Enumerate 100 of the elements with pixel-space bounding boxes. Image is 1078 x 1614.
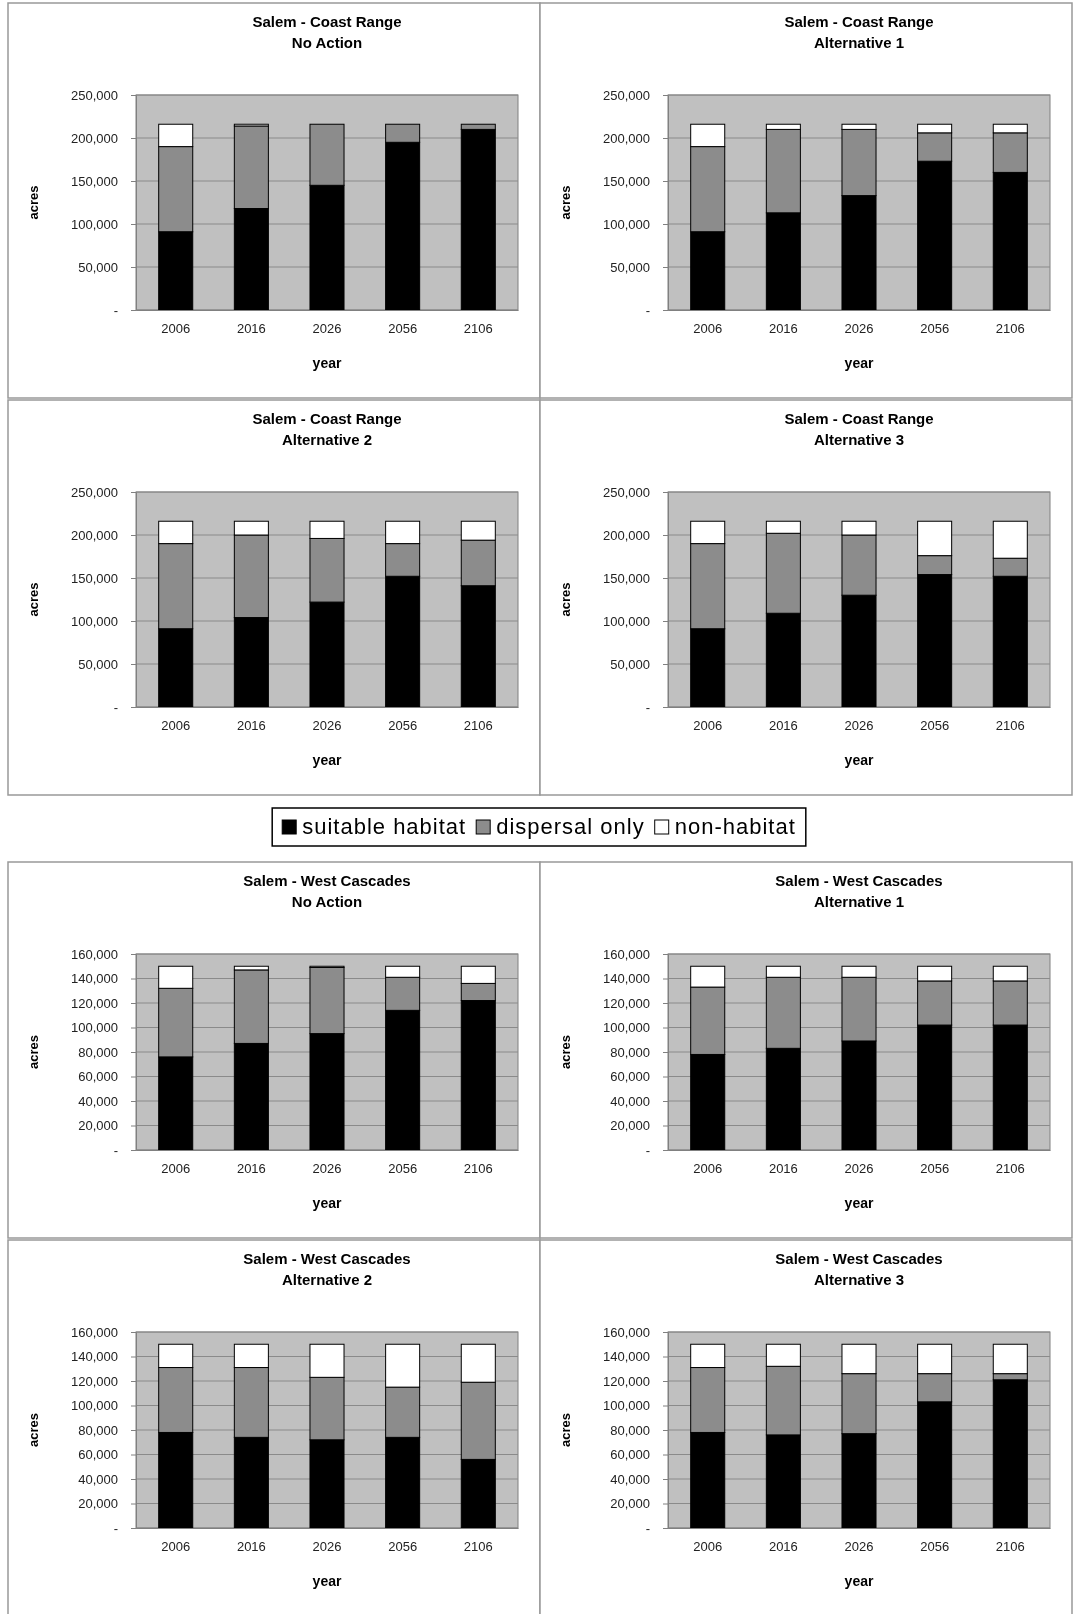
y-tick-label: 140,000 (603, 971, 650, 987)
y-axis-title: acres (26, 1413, 41, 1447)
x-tick-label: 2026 (844, 1539, 874, 1555)
y-tick-label: 140,000 (71, 971, 118, 987)
y-tick-label: 250,000 (603, 87, 650, 103)
y-tick-label: 250,000 (603, 484, 650, 500)
y-tick-label: 250,000 (71, 87, 118, 103)
x-tick-label: 2106 (463, 1161, 493, 1177)
y-tick-label: 40,000 (78, 1471, 118, 1487)
y-tick-label: - (113, 699, 118, 715)
y-tick-label: 60,000 (78, 1069, 118, 1085)
y-tick-label: 40,000 (78, 1093, 118, 1109)
x-axis-title: year (312, 752, 342, 768)
y-tick-label: 160,000 (603, 946, 650, 962)
y-axis-title: acres (558, 1413, 573, 1447)
x-tick-label: 2016 (236, 1161, 266, 1177)
y-tick-label: 160,000 (603, 1324, 650, 1340)
y-tick-label: 80,000 (610, 1044, 650, 1060)
y-tick-label: 200,000 (71, 527, 118, 543)
y-tick-label: 200,000 (603, 130, 650, 146)
y-tick-label: 100,000 (71, 613, 118, 629)
chart-title: Salem - West Cascades Alternative 3 (775, 1250, 943, 1288)
x-tick-label: 2026 (844, 718, 874, 734)
x-tick-label: 2106 (995, 1539, 1025, 1555)
x-axis-title: year (844, 1573, 874, 1589)
y-tick-label: 150,000 (603, 570, 650, 586)
y-tick-label: 100,000 (603, 1398, 650, 1414)
y-tick-label: 100,000 (71, 1398, 118, 1414)
y-tick-label: 20,000 (610, 1118, 650, 1134)
y-axis-title: acres (558, 582, 573, 617)
y-tick-label: - (645, 699, 650, 715)
y-tick-label: 50,000 (78, 259, 118, 275)
chart-title: Salem - West Cascades No Action (243, 872, 411, 910)
chart-title: Salem - West Cascades Alternative 1 (775, 872, 943, 910)
y-tick-label: 150,000 (71, 173, 118, 189)
x-tick-label: 2006 (161, 1161, 191, 1177)
x-tick-label: 2016 (768, 1161, 798, 1177)
y-tick-label: - (113, 1142, 118, 1158)
x-tick-label: 2056 (388, 1539, 418, 1555)
y-tick-label: 20,000 (78, 1496, 118, 1512)
chart-title: Salem - Coast Range Alternative 3 (784, 410, 934, 448)
y-axis-title: acres (26, 582, 41, 617)
y-tick-label: 100,000 (71, 216, 118, 232)
x-tick-label: 2016 (768, 1539, 798, 1555)
y-tick-label: - (113, 1520, 118, 1536)
legend-label: suitable habitat (302, 814, 467, 839)
y-axis-title: acres (26, 1035, 41, 1069)
x-tick-label: 2106 (463, 321, 493, 337)
y-tick-label: 150,000 (603, 173, 650, 189)
y-tick-label: 40,000 (610, 1471, 650, 1487)
x-tick-label: 2056 (388, 321, 418, 337)
legend-label: dispersal only (496, 814, 645, 839)
x-axis-title: year (844, 1195, 874, 1211)
y-tick-label: 120,000 (603, 1373, 650, 1389)
y-tick-label: 140,000 (603, 1349, 650, 1365)
x-tick-label: 2006 (693, 718, 723, 734)
x-tick-label: 2026 (312, 1161, 342, 1177)
x-tick-label: 2026 (844, 1161, 874, 1177)
y-tick-label: 250,000 (71, 484, 118, 500)
y-tick-label: - (645, 302, 650, 318)
chart-title: Salem - Coast Range Alternative 2 (252, 410, 402, 448)
y-axis-title: acres (26, 185, 41, 220)
x-tick-label: 2026 (312, 718, 342, 734)
y-tick-label: 120,000 (71, 995, 118, 1011)
y-tick-label: 100,000 (71, 1020, 118, 1036)
x-tick-label: 2056 (920, 321, 950, 337)
x-tick-label: 2016 (768, 718, 798, 734)
x-tick-label: 2056 (920, 1539, 950, 1555)
y-tick-label: 100,000 (603, 613, 650, 629)
x-tick-label: 2026 (312, 1539, 342, 1555)
y-tick-label: 50,000 (610, 656, 650, 672)
y-tick-label: 40,000 (610, 1093, 650, 1109)
x-tick-label: 2016 (236, 321, 266, 337)
bar (460, 128, 496, 311)
x-tick-label: 2006 (693, 1161, 723, 1177)
x-axis-title: year (312, 355, 342, 371)
x-tick-label: 2106 (995, 1161, 1025, 1177)
y-tick-label: 20,000 (610, 1496, 650, 1512)
y-tick-label: 50,000 (610, 259, 650, 275)
chart-title: Salem - West Cascades Alternative 2 (243, 1250, 411, 1288)
y-tick-label: 80,000 (78, 1044, 118, 1060)
x-tick-label: 2026 (312, 321, 342, 337)
y-tick-label: 60,000 (78, 1447, 118, 1463)
y-tick-label: 20,000 (78, 1118, 118, 1134)
y-tick-label: 150,000 (71, 570, 118, 586)
y-tick-label: 60,000 (610, 1447, 650, 1463)
x-tick-label: 2106 (463, 718, 493, 734)
y-tick-label: 200,000 (71, 130, 118, 146)
y-tick-label: 120,000 (603, 995, 650, 1011)
y-axis-title: acres (558, 185, 573, 220)
y-tick-label: 100,000 (603, 1020, 650, 1036)
x-tick-label: 2016 (236, 718, 266, 734)
x-tick-label: 2006 (161, 321, 191, 337)
x-tick-label: 2016 (236, 1539, 266, 1555)
x-tick-label: 2006 (161, 1539, 191, 1555)
x-tick-label: 2006 (161, 718, 191, 734)
y-tick-label: - (645, 1520, 650, 1536)
y-tick-label: 200,000 (603, 527, 650, 543)
x-tick-label: 2026 (844, 321, 874, 337)
y-tick-label: 120,000 (71, 1373, 118, 1389)
